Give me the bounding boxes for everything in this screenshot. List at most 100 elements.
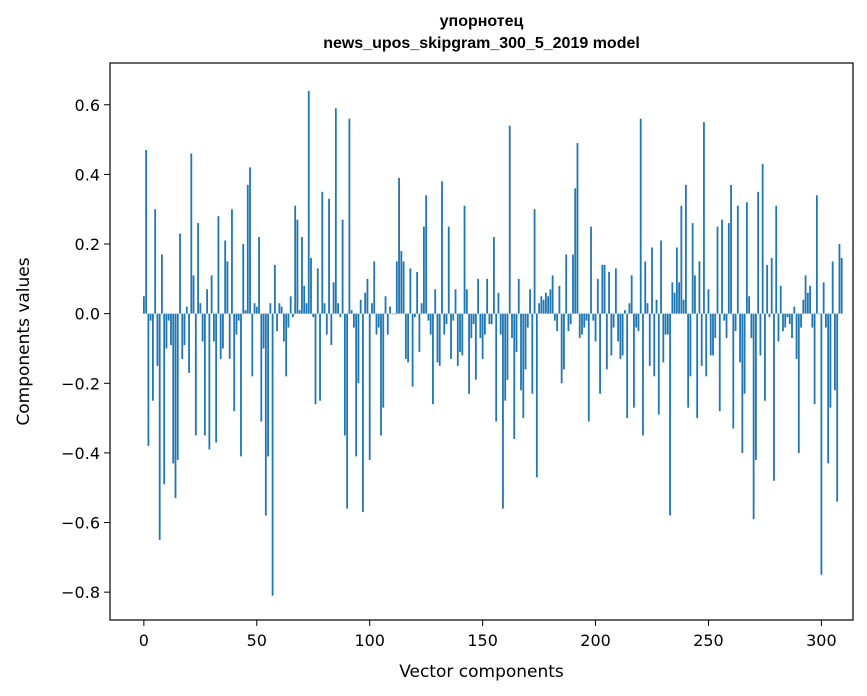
bar xyxy=(404,313,407,359)
bar xyxy=(192,275,195,314)
bar xyxy=(542,299,545,314)
bar xyxy=(461,313,464,356)
bar xyxy=(775,205,778,314)
bar xyxy=(237,313,240,321)
bar xyxy=(217,216,220,314)
bar xyxy=(831,261,834,314)
bar-series xyxy=(142,90,843,596)
bar xyxy=(483,313,486,335)
bar xyxy=(581,313,583,335)
bar xyxy=(687,313,690,408)
bar xyxy=(723,313,726,321)
bar xyxy=(590,226,592,314)
y-tick-label: −0.6 xyxy=(61,514,100,533)
bar xyxy=(524,313,527,370)
bar xyxy=(768,313,771,318)
bar xyxy=(145,150,148,314)
bar xyxy=(558,285,561,314)
bar xyxy=(269,303,272,314)
bar xyxy=(303,285,306,314)
bar xyxy=(838,244,841,314)
bar xyxy=(648,313,651,366)
y-tick-label: 0.4 xyxy=(75,165,100,184)
bar xyxy=(565,254,568,314)
bar xyxy=(653,313,656,377)
bar xyxy=(244,310,247,314)
bar xyxy=(836,313,839,502)
bar xyxy=(459,313,461,352)
bar xyxy=(578,313,581,339)
bar xyxy=(700,313,703,366)
bar xyxy=(757,191,760,314)
bar xyxy=(766,264,769,314)
bar xyxy=(689,313,692,377)
bar xyxy=(429,313,432,335)
bar xyxy=(325,313,328,335)
bar xyxy=(495,313,498,422)
bar xyxy=(165,313,168,349)
y-tick-label: 0.6 xyxy=(75,96,100,115)
bar xyxy=(824,313,827,328)
bar xyxy=(712,313,714,356)
bar xyxy=(784,313,787,328)
bar xyxy=(199,303,202,314)
bar xyxy=(384,296,387,314)
bar xyxy=(377,313,380,328)
bar xyxy=(761,163,764,314)
bar xyxy=(569,313,572,325)
bar xyxy=(759,313,762,356)
bar xyxy=(185,306,188,314)
bar xyxy=(716,226,719,314)
bar xyxy=(179,233,181,314)
bar xyxy=(289,296,292,314)
y-tick-label: −0.2 xyxy=(61,374,100,393)
bar xyxy=(219,313,222,359)
bar xyxy=(222,313,224,349)
x-axis: 0 50 100 150 200 250 300 xyxy=(139,620,837,650)
bar xyxy=(420,303,423,314)
bar xyxy=(531,313,534,394)
bar xyxy=(655,299,658,314)
bar xyxy=(212,313,215,342)
bar xyxy=(249,167,251,314)
bar xyxy=(321,191,324,314)
bar xyxy=(694,275,696,314)
bar xyxy=(815,195,818,314)
bar xyxy=(673,292,676,314)
bar xyxy=(260,313,263,422)
bar xyxy=(373,261,376,314)
bar xyxy=(154,209,157,314)
bar xyxy=(450,313,452,359)
bar xyxy=(553,313,556,321)
bar xyxy=(797,313,800,453)
bar xyxy=(208,313,211,450)
bar xyxy=(465,289,468,314)
bar xyxy=(481,313,484,359)
bar xyxy=(547,296,550,314)
bar xyxy=(368,313,371,460)
bar xyxy=(633,313,635,408)
bar xyxy=(246,184,249,314)
x-tick-label: 100 xyxy=(354,631,385,650)
bar xyxy=(556,313,559,332)
bar xyxy=(253,303,256,314)
bar xyxy=(452,313,455,321)
bar xyxy=(402,261,405,314)
bar xyxy=(678,282,681,314)
bar xyxy=(278,303,281,314)
bar xyxy=(307,90,310,314)
bar xyxy=(732,313,735,429)
bar xyxy=(583,313,586,328)
bar xyxy=(795,313,798,359)
bar xyxy=(811,313,814,328)
bar xyxy=(158,313,161,540)
bar xyxy=(822,282,825,314)
x-tick-label: 250 xyxy=(693,631,724,650)
bar xyxy=(696,313,699,419)
bar xyxy=(540,296,543,314)
bar xyxy=(456,313,459,366)
bar xyxy=(445,313,448,325)
bar xyxy=(242,244,245,314)
bar xyxy=(386,313,389,335)
bar xyxy=(314,313,317,405)
